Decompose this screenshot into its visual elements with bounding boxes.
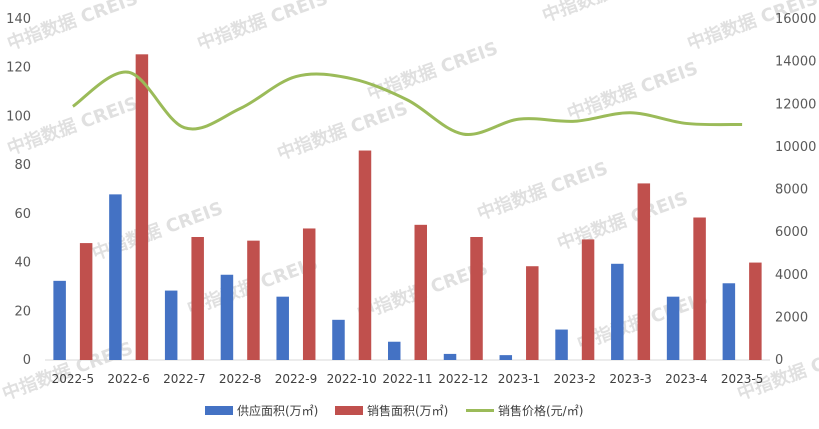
legend-label: 供应面积(万㎡) [237, 403, 318, 418]
watermark-text: 中指数据 CREIS [274, 97, 411, 165]
supply-area-bar [220, 274, 234, 360]
left-axis: 0 20 40 60 80 100 120 140 [6, 12, 31, 368]
x-tick-label: 2022-12 [438, 372, 488, 386]
sales-area-bar [749, 262, 762, 360]
x-tick-label: 2022-7 [163, 372, 206, 386]
supply-area-bar [109, 194, 122, 360]
legend: 供应面积(万㎡) 销售面积(万㎡) 销售价格(元/㎡) [205, 403, 583, 418]
watermark-text: 中指数据 CREIS [4, 0, 141, 55]
supply-area-bar [164, 290, 178, 360]
y-left-tick-label: 0 [23, 353, 31, 368]
sales-area-bar [526, 266, 539, 360]
y-right-tick-label: 0 [775, 353, 783, 368]
sales-area-bar [637, 183, 651, 360]
supply-area-bar [611, 263, 624, 360]
sales-area-bar [358, 150, 372, 360]
x-tick-label: 2023-2 [554, 372, 597, 386]
x-tick-label: 2023-5 [721, 372, 764, 386]
x-tick-label: 2022-10 [327, 372, 377, 386]
watermark-text: 中指数据 CREIS [684, 0, 819, 55]
y-right-tick-label: 8000 [775, 183, 808, 198]
legend-swatch [205, 406, 233, 415]
y-left-tick-label: 120 [6, 61, 31, 76]
y-right-tick-label: 2000 [775, 310, 808, 325]
y-left-tick-label: 140 [6, 12, 31, 27]
watermark-text: 中指数据 CREIS [554, 187, 691, 255]
legend-label: 销售面积(万㎡) [367, 403, 448, 418]
y-right-tick-label: 4000 [775, 268, 808, 283]
y-right-tick-label: 10000 [775, 140, 816, 155]
x-tick-label: 2023-4 [665, 372, 708, 386]
sales-area-bar [79, 243, 93, 360]
legend-swatch [335, 406, 363, 415]
price-line [72, 70, 743, 136]
supply-area-bar [53, 280, 66, 360]
supply-area-bar [332, 319, 345, 360]
x-tick-label: 2022-11 [382, 372, 432, 386]
y-right-tick-label: 14000 [775, 55, 816, 70]
watermark-text: 中指数据 CREIS [4, 92, 141, 160]
x-tick-label: 2023-3 [609, 372, 652, 386]
y-right-tick-label: 6000 [775, 225, 808, 240]
y-right-tick-label: 16000 [775, 12, 816, 27]
y-left-tick-label: 40 [14, 256, 31, 271]
sales-area-bar [247, 240, 260, 360]
supply-area-bar [443, 353, 457, 360]
x-tick-label: 2022-6 [107, 372, 150, 386]
y-left-tick-label: 80 [14, 158, 31, 173]
watermark-text: 中指数据 CREIS [539, 0, 676, 27]
sales-area-bar [581, 239, 595, 360]
supply-area-bar [555, 329, 568, 360]
supply-area-bar [666, 296, 680, 360]
sales-area-bar [135, 54, 149, 360]
supply-area-bar [388, 341, 401, 360]
supply-area-bar [276, 296, 289, 360]
right-axis: 0 2000 4000 6000 8000 10000 12000 14000 16000 [775, 12, 816, 368]
watermark-text: 中指数据 CREIS [474, 157, 611, 225]
bars [53, 54, 762, 360]
y-left-tick-label: 20 [14, 304, 31, 319]
supply-area-bar [499, 355, 513, 360]
legend-label: 销售价格(元/㎡) [498, 403, 583, 418]
sales-area-bar [414, 224, 427, 360]
x-axis-ticks: 2022-5 2022-6 2022-7 2022-8 2022-9 2022-10 202… [52, 372, 764, 386]
x-tick-label: 2023-1 [498, 372, 541, 386]
sales-area-bar [693, 217, 706, 360]
watermark-text: 中指数据 CREIS [364, 37, 501, 105]
watermark-text: 中指数据 CREIS [194, 0, 331, 55]
sales-area-bar [302, 228, 316, 360]
watermark-text: 中指数据 CREIS [734, 337, 819, 405]
x-tick-label: 2022-9 [275, 372, 318, 386]
x-tick-label: 2022-5 [52, 372, 95, 386]
supply-area-bar [722, 283, 736, 360]
y-left-tick-label: 60 [14, 207, 31, 222]
x-tick-label: 2022-8 [219, 372, 262, 386]
sales-area-bar [470, 236, 483, 360]
y-left-tick-label: 100 [6, 109, 31, 124]
sales-area-bar [191, 236, 204, 360]
watermark-text: 中指数据 CREIS [564, 57, 701, 125]
y-right-tick-label: 12000 [775, 97, 816, 112]
